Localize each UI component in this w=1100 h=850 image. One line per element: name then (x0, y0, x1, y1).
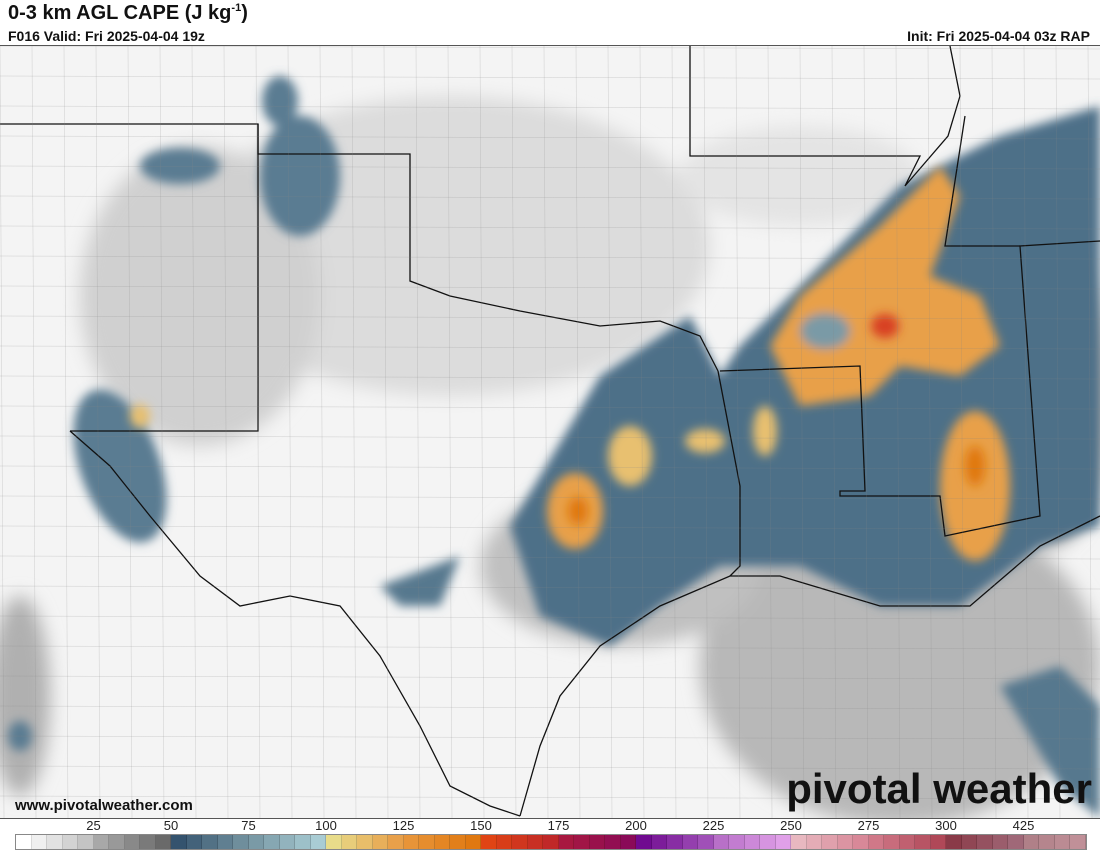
colorbar-cell (124, 835, 140, 849)
colorbar-cell (248, 835, 264, 849)
colorbar-cell (1070, 835, 1086, 849)
cape-map[interactable] (0, 45, 1100, 819)
colorbar-label: 200 (625, 818, 647, 833)
title-end: ) (241, 2, 248, 24)
colorbar-cell (651, 835, 667, 849)
colorbar-cell (279, 835, 295, 849)
colorbar-cell (233, 835, 249, 849)
colorbar-cell (31, 835, 47, 849)
colorbar-cell (543, 835, 559, 849)
colorbar-cell (698, 835, 714, 849)
colorbar-cell (682, 835, 698, 849)
colorbar-cell (527, 835, 543, 849)
colorbar-cell (884, 835, 900, 849)
colorbar-label: 125 (392, 818, 415, 833)
colorbar-cell (171, 835, 187, 849)
colorbar-label: 225 (702, 818, 725, 833)
colorbar-cell (760, 835, 776, 849)
init-time: Init: Fri 2025-04-04 03z RAP (907, 28, 1090, 44)
colorbar-cell (729, 835, 745, 849)
colorbar-cell (372, 835, 388, 849)
colorbar-cell (388, 835, 404, 849)
colorbar-cell (16, 835, 32, 849)
colorbar-label: 275 (857, 818, 880, 833)
colorbar-cell (605, 835, 621, 849)
county-borders (0, 46, 1100, 818)
colorbar-cell (295, 835, 311, 849)
county-grid (0, 46, 1100, 818)
colorbar-label: 100 (315, 818, 337, 833)
colorbar-label: 175 (547, 818, 570, 833)
colorbar-cell (636, 835, 652, 849)
colorbar (15, 834, 1087, 850)
colorbar-cell (574, 835, 590, 849)
colorbar-cell (465, 835, 481, 849)
colorbar-cell (1023, 835, 1039, 849)
colorbar-label: 425 (1012, 818, 1035, 833)
colorbar-cell (341, 835, 357, 849)
title-text: 0-3 km AGL CAPE (J kg (8, 2, 232, 24)
colorbar-label: 25 (86, 818, 101, 833)
colorbar-label: 150 (470, 818, 492, 833)
colorbar-cell (791, 835, 807, 849)
colorbar-cell (481, 835, 497, 849)
colorbar-cell (992, 835, 1008, 849)
colorbar-cell (140, 835, 156, 849)
colorbar-cell (946, 835, 962, 849)
colorbar-cell (217, 835, 233, 849)
colorbar-cell (155, 835, 171, 849)
colorbar-cell (202, 835, 218, 849)
colorbar-cell (915, 835, 931, 849)
colorbar-cell (775, 835, 791, 849)
colorbar-cell (806, 835, 822, 849)
colorbar-cell (1008, 835, 1024, 849)
colorbar-cell (326, 835, 342, 849)
colorbar-label: 300 (935, 818, 957, 833)
colorbar-cell (713, 835, 729, 849)
colorbar-cell (744, 835, 760, 849)
colorbar-cell (1054, 835, 1070, 849)
valid-time: F016 Valid: Fri 2025-04-04 19z (8, 28, 205, 44)
colorbar-label: 75 (241, 818, 256, 833)
colorbar-cell (1039, 835, 1055, 849)
colorbar-cell (589, 835, 605, 849)
colorbar-cell (868, 835, 884, 849)
colorbar-cell (853, 835, 869, 849)
map-title: 0-3 km AGL CAPE (J kg-1) (8, 2, 248, 24)
colorbar-cell (977, 835, 993, 849)
colorbar-cell (837, 835, 853, 849)
colorbar-cell (558, 835, 574, 849)
colorbar-cell (450, 835, 466, 849)
colorbar-cell (620, 835, 636, 849)
colorbar-cell (78, 835, 94, 849)
colorbar-label: 50 (163, 818, 179, 833)
peak-cape-shading (568, 314, 985, 525)
colorbar-cell (899, 835, 915, 849)
colorbar-cell (47, 835, 63, 849)
colorbar-cell (264, 835, 280, 849)
website-url[interactable]: www.pivotalweather.com (15, 797, 193, 814)
pivotal-weather-logo: pivotal weather (786, 765, 1092, 812)
colorbar-cell (667, 835, 683, 849)
colorbar-cell (822, 835, 838, 849)
colorbar-cell (62, 835, 78, 849)
colorbar-cell (109, 835, 125, 849)
title-superscript: -1 (231, 2, 242, 14)
colorbar-cell (310, 835, 326, 849)
colorbar-cell (512, 835, 528, 849)
colorbar-cell (419, 835, 435, 849)
state-borders (0, 46, 1100, 817)
colorbar-cell (357, 835, 373, 849)
colorbar-cell (403, 835, 419, 849)
colorbar-cell (961, 835, 977, 849)
colorbar-cell (496, 835, 512, 849)
colorbar-cell (434, 835, 450, 849)
colorbar-cell (186, 835, 202, 849)
colorbar-label: 250 (780, 818, 802, 833)
colorbar-cell (930, 835, 946, 849)
colorbar-cell (93, 835, 109, 849)
colorbar-labels: 25 50 75 100 125 150 175 200 225 250 275 300 425 (0, 819, 1100, 833)
